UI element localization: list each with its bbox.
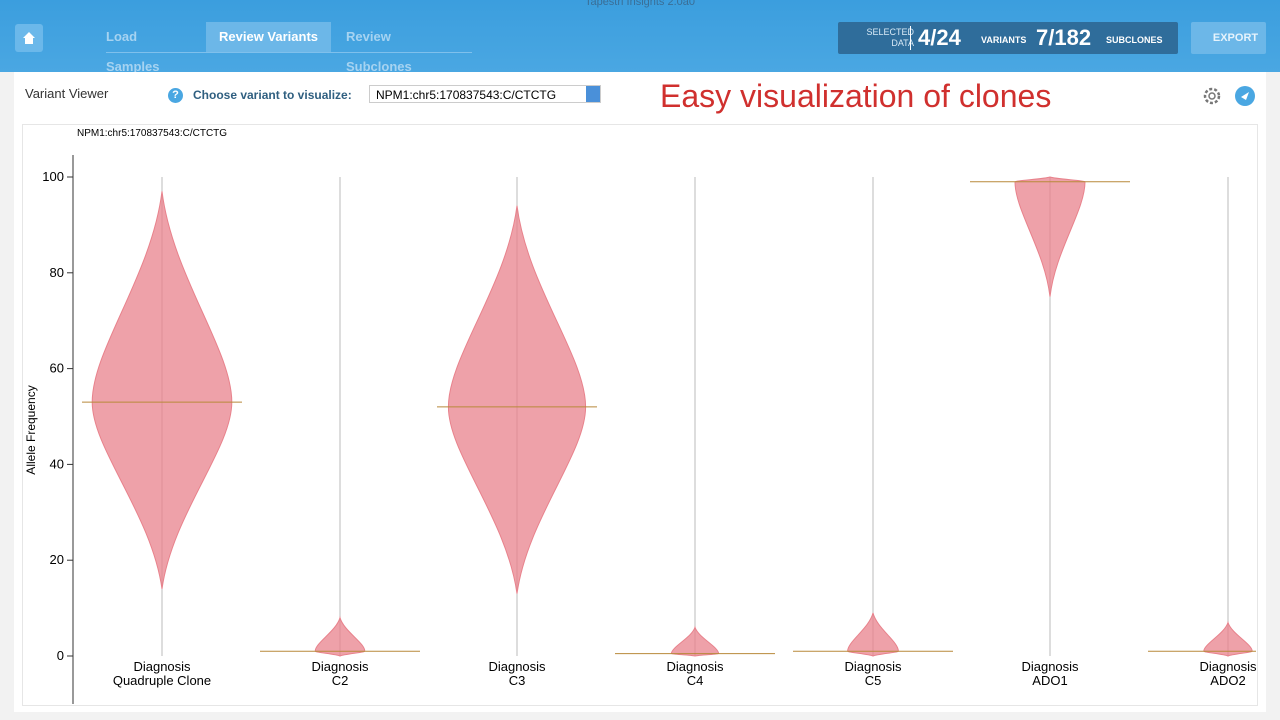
help-icon[interactable]: ? [168,88,183,103]
nav-tab[interactable]: Review Subclones [346,29,412,74]
x-tick-label: ADO1 [1032,673,1067,688]
violin [1014,176,1086,297]
x-tick-label: Diagnosis [311,659,369,674]
header: Tapestri Insights 2.0a0 Load Samples Revi… [0,0,1280,74]
violin [314,615,366,657]
x-tick-label: Diagnosis [133,659,191,674]
variants-label: VARIANTS [981,35,1027,45]
tab-underline [106,52,472,53]
choose-label: Choose variant to visualize: [193,88,352,102]
export-button[interactable]: EXPORT [1191,22,1266,54]
summary-label: DATA [891,38,914,48]
x-tick-label: C2 [332,673,349,688]
x-tick-label: C5 [865,673,882,688]
variants-count: 4/24 [918,25,961,50]
violin [447,205,587,594]
x-tick-label: Diagnosis [488,659,546,674]
y-tick-label: 0 [57,648,64,663]
y-tick-label: 20 [50,552,64,567]
nav-tab[interactable]: Load Samples [106,29,160,74]
y-tick-label: 60 [50,361,64,376]
window-title: Tapestri Insights 2.0a0 [584,0,696,8]
variant-select[interactable]: NPM1:chr5:170837543:C/CTCTG [369,85,601,103]
chart-subtitle: NPM1:chr5:170837543:C/CTCTG [77,128,227,139]
x-tick-label: Diagnosis [666,659,724,674]
select-value: NPM1:chr5:170837543:C/CTCTG [376,88,557,102]
y-tick-label: 100 [42,169,64,184]
x-tick-label: Quadruple Clone [113,673,211,688]
summary-label: SELECTED [866,27,914,37]
export-label: EXPORT [1212,32,1259,44]
violin [91,191,233,590]
violin [847,612,899,657]
nav-tab[interactable]: Review Variants [206,22,331,52]
x-tick-label: Diagnosis [844,659,902,674]
x-tick-label: ADO2 [1210,673,1245,688]
violin [670,625,720,657]
home-button[interactable] [15,24,43,52]
annotation: Easy visualization of clones [660,78,1052,114]
subclones-label: SUBCLONES [1106,35,1163,45]
y-axis-label: Allele Frequency [24,385,38,474]
y-tick-label: 40 [50,456,64,471]
selection-summary: SELECTED DATA 4/24 VARIANTS 7/182 SUBCLO… [838,22,1178,54]
home-icon [23,32,35,44]
x-tick-label: C4 [687,673,704,688]
settings-icon[interactable] [1202,86,1222,106]
x-tick-label: Diagnosis [1199,659,1257,674]
y-tick-label: 80 [50,265,64,280]
panel-title: Variant Viewer [25,86,109,101]
violin [1203,620,1253,657]
subclones-count: 7/182 [1036,25,1092,50]
share-icon[interactable] [1234,85,1256,107]
x-tick-label: C3 [509,673,526,688]
x-tick-label: Diagnosis [1021,659,1079,674]
